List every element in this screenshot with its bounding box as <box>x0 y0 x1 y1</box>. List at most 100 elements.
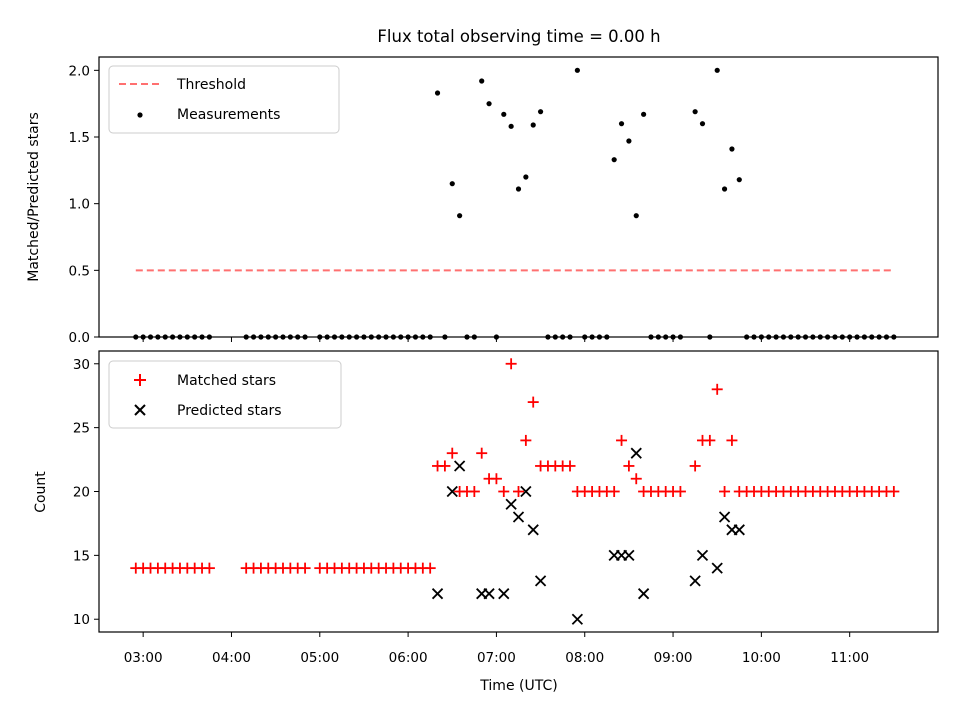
predicted-legend-label: Predicted stars <box>177 403 282 419</box>
measurement-point <box>523 174 529 180</box>
x-tick-label: 04:00 <box>212 650 251 666</box>
measurement-point <box>501 111 507 117</box>
matched-point <box>513 486 524 497</box>
x-tick-label: 03:00 <box>124 650 163 666</box>
matched-point <box>527 396 539 408</box>
top-legend-box <box>108 65 340 134</box>
bottom-legend: Matched stars Predicted stars <box>108 360 342 429</box>
measurement-point <box>457 213 463 219</box>
bottom-plot-area <box>130 358 900 625</box>
predicted-point <box>711 562 723 574</box>
bottom-panel: 10 15 20 25 30 03:00 04:00 05:00 06:00 07:00 08:0… <box>33 350 939 694</box>
matched-point <box>623 460 635 472</box>
measurement-point <box>699 121 706 127</box>
measurement-point <box>574 67 580 73</box>
x-tick-label: 10:00 <box>742 650 781 666</box>
matched-point <box>616 434 628 446</box>
measurement-point <box>714 67 720 73</box>
predicted-legend-swatch <box>134 404 146 416</box>
matched-legend-swatch <box>134 374 146 386</box>
matched-point <box>468 486 480 497</box>
measurement-point <box>611 157 617 163</box>
predicted-point <box>453 460 466 472</box>
x-tick-label: 07:00 <box>477 650 516 666</box>
matched-point <box>630 473 642 485</box>
predicted-point <box>696 549 709 562</box>
top-x-axis <box>142 337 851 342</box>
measurement-point <box>434 90 441 96</box>
measurement-point <box>736 177 742 183</box>
measurement-point <box>618 121 625 127</box>
x-axis-label: Time (UTC) <box>479 678 557 694</box>
predicted-point <box>527 524 539 536</box>
bottom-y-tick-label: 15 <box>73 548 90 564</box>
top-y-tick-label: 1.0 <box>69 197 90 213</box>
matched-legend-label: Matched stars <box>177 373 276 389</box>
measurement-point <box>486 101 492 107</box>
predicted-point <box>630 447 642 459</box>
matched-point <box>711 383 723 395</box>
matched-point <box>608 486 620 497</box>
matched-point <box>704 434 716 446</box>
measurement-point <box>626 138 632 144</box>
measurement-point <box>449 181 455 187</box>
top-legend: Threshold Measurements <box>108 65 340 134</box>
bottom-y-axis-label: Count <box>33 471 49 513</box>
matched-point <box>674 486 686 497</box>
matched-point <box>498 486 510 497</box>
measurements-legend-swatch <box>137 112 143 118</box>
bottom-x-axis: 03:00 04:00 05:00 06:00 07:00 08:00 09:00 10:00… <box>124 632 869 666</box>
x-tick-label: 08:00 <box>565 650 604 666</box>
bottom-y-tick-label: 20 <box>73 485 90 501</box>
predicted-point <box>571 613 584 625</box>
matched-point <box>299 562 311 574</box>
x-tick-label: 06:00 <box>389 650 428 666</box>
measurement-point <box>537 109 544 115</box>
predicted-point <box>505 498 517 510</box>
matched-point <box>490 473 502 485</box>
measurement-point <box>530 122 536 128</box>
predicted-point <box>483 588 495 600</box>
matched-point <box>203 562 215 574</box>
threshold-legend-label: Threshold <box>176 77 246 93</box>
bottom-y-tick-label: 25 <box>73 421 90 437</box>
predicted-point <box>718 511 731 523</box>
x-tick-label: 05:00 <box>300 650 339 666</box>
measurement-point <box>508 123 514 129</box>
top-y-tick-label: 0.5 <box>69 263 90 279</box>
matched-point <box>439 460 451 472</box>
matched-point <box>446 447 458 459</box>
predicted-point <box>446 485 458 498</box>
predicted-point <box>520 485 532 498</box>
top-y-axis-label: Matched/Predicted stars <box>26 112 42 282</box>
top-panel: 0.00.51.01.52.0 Matched/Predicted stars … <box>26 56 939 346</box>
measurement-point <box>515 186 522 192</box>
measurement-point <box>479 78 485 84</box>
predicted-point <box>534 575 547 587</box>
bottom-legend-box <box>108 360 342 429</box>
predicted-point <box>512 511 525 523</box>
predicted-point <box>733 524 745 536</box>
predicted-point <box>431 588 444 600</box>
top-y-tick-label: 0.0 <box>69 330 90 346</box>
matched-point <box>726 434 738 446</box>
predicted-point <box>498 588 510 600</box>
measurement-point <box>633 213 639 219</box>
matched-point <box>564 460 576 472</box>
measurement-point <box>721 186 728 192</box>
top-axes-frame <box>98 56 939 338</box>
matched-point <box>505 358 517 370</box>
predicted-point <box>689 575 701 587</box>
top-y-tick-label: 1.5 <box>69 130 90 146</box>
measurement-point <box>692 109 698 115</box>
matched-point <box>424 562 436 574</box>
bottom-y-tick-label: 30 <box>73 357 90 373</box>
top-y-axis: 0.0 0.5 1.0 1.5 2.0 <box>69 63 99 346</box>
top-y-tick-label: 2.0 <box>69 63 90 79</box>
x-tick-label: 11:00 <box>830 650 869 666</box>
matched-point <box>888 486 900 497</box>
measurement-point <box>641 111 647 117</box>
matched-point <box>520 434 532 446</box>
bottom-y-axis: 10 15 20 25 30 <box>73 357 99 628</box>
